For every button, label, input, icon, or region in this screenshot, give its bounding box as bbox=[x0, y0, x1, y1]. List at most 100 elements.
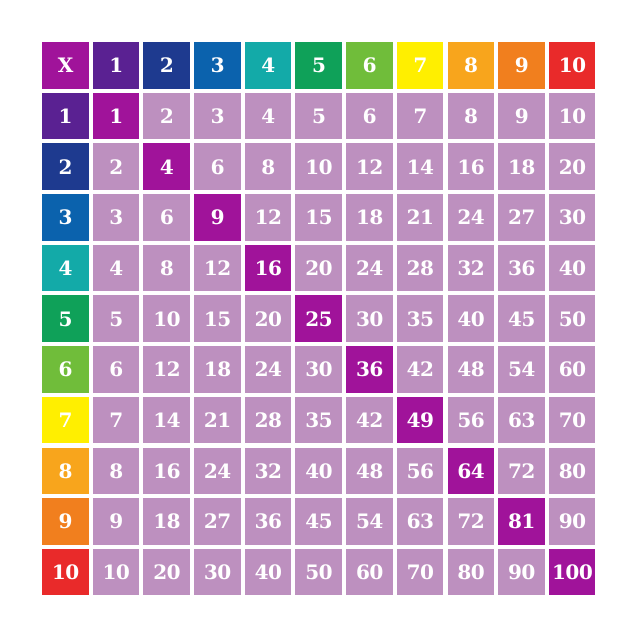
product-cell: 12 bbox=[244, 194, 292, 241]
product-cell: 10 bbox=[92, 548, 140, 596]
product-cell: 8 bbox=[447, 92, 494, 140]
product-cell: 9 bbox=[498, 92, 545, 140]
product-cell-square: 25 bbox=[295, 295, 342, 342]
product-cell: 3 bbox=[92, 194, 140, 241]
product-cell: 24 bbox=[244, 346, 292, 393]
column-header: 6 bbox=[346, 42, 393, 89]
column-header: 4 bbox=[244, 42, 292, 89]
corner-label: X bbox=[42, 42, 89, 89]
product-cell: 2 bbox=[92, 143, 140, 190]
product-cell: 8 bbox=[92, 447, 140, 494]
product-cell-square: 9 bbox=[194, 194, 241, 241]
product-cell-square: 100 bbox=[548, 548, 596, 596]
product-cell: 35 bbox=[295, 396, 342, 444]
product-cell: 35 bbox=[396, 295, 444, 342]
product-cell: 21 bbox=[396, 194, 444, 241]
product-cell: 8 bbox=[244, 143, 292, 190]
product-cell: 27 bbox=[194, 498, 241, 545]
row-header: 4 bbox=[42, 244, 89, 292]
product-cell: 16 bbox=[143, 447, 190, 494]
column-header: 8 bbox=[447, 42, 494, 89]
product-cell: 63 bbox=[498, 396, 545, 444]
product-cell: 72 bbox=[447, 498, 494, 545]
product-cell: 12 bbox=[346, 143, 393, 190]
product-cell: 20 bbox=[143, 548, 190, 596]
product-cell: 32 bbox=[447, 244, 494, 292]
product-cell: 30 bbox=[346, 295, 393, 342]
product-cell: 12 bbox=[143, 346, 190, 393]
product-cell: 30 bbox=[194, 548, 241, 596]
product-cell: 30 bbox=[548, 194, 596, 241]
product-cell: 6 bbox=[92, 346, 140, 393]
product-cell: 40 bbox=[447, 295, 494, 342]
product-cell: 56 bbox=[396, 447, 444, 494]
product-cell: 16 bbox=[447, 143, 494, 190]
row-header: 1 bbox=[42, 92, 89, 140]
product-cell: 15 bbox=[295, 194, 342, 241]
product-cell: 7 bbox=[396, 92, 444, 140]
product-cell: 54 bbox=[346, 498, 393, 545]
product-cell: 8 bbox=[143, 244, 190, 292]
product-cell: 40 bbox=[548, 244, 596, 292]
product-cell: 6 bbox=[346, 92, 393, 140]
product-cell: 54 bbox=[498, 346, 545, 393]
row-header: 8 bbox=[42, 447, 89, 494]
product-cell: 10 bbox=[143, 295, 190, 342]
row-header: 7 bbox=[42, 396, 89, 444]
product-cell: 70 bbox=[548, 396, 596, 444]
product-cell: 90 bbox=[548, 498, 596, 545]
product-cell: 80 bbox=[548, 447, 596, 494]
product-cell: 24 bbox=[346, 244, 393, 292]
product-cell-square: 64 bbox=[447, 447, 494, 494]
row-header: 6 bbox=[42, 346, 89, 393]
product-cell: 12 bbox=[194, 244, 241, 292]
product-cell: 28 bbox=[396, 244, 444, 292]
product-cell: 18 bbox=[346, 194, 393, 241]
product-cell-square: 16 bbox=[244, 244, 292, 292]
product-cell: 6 bbox=[194, 143, 241, 190]
row-header: 3 bbox=[42, 194, 89, 241]
product-cell: 5 bbox=[295, 92, 342, 140]
product-cell: 40 bbox=[295, 447, 342, 494]
product-cell: 20 bbox=[548, 143, 596, 190]
product-cell: 30 bbox=[295, 346, 342, 393]
column-header: 5 bbox=[295, 42, 342, 89]
column-header: 2 bbox=[143, 42, 190, 89]
product-cell: 20 bbox=[244, 295, 292, 342]
product-cell: 72 bbox=[498, 447, 545, 494]
column-header: 10 bbox=[548, 42, 596, 89]
product-cell: 5 bbox=[92, 295, 140, 342]
row-header: 9 bbox=[42, 498, 89, 545]
row-header: 10 bbox=[42, 548, 89, 596]
product-cell: 10 bbox=[548, 92, 596, 140]
product-cell: 40 bbox=[244, 548, 292, 596]
product-cell: 20 bbox=[295, 244, 342, 292]
product-cell: 56 bbox=[447, 396, 494, 444]
product-cell: 42 bbox=[396, 346, 444, 393]
product-cell: 32 bbox=[244, 447, 292, 494]
product-cell: 3 bbox=[194, 92, 241, 140]
product-cell: 28 bbox=[244, 396, 292, 444]
product-cell: 14 bbox=[396, 143, 444, 190]
product-cell: 50 bbox=[295, 548, 342, 596]
product-cell: 70 bbox=[396, 548, 444, 596]
product-cell: 4 bbox=[92, 244, 140, 292]
product-cell: 21 bbox=[194, 396, 241, 444]
column-header: 1 bbox=[92, 42, 140, 89]
product-cell: 80 bbox=[447, 548, 494, 596]
product-cell: 18 bbox=[194, 346, 241, 393]
product-cell: 24 bbox=[447, 194, 494, 241]
product-cell: 27 bbox=[498, 194, 545, 241]
product-cell: 60 bbox=[346, 548, 393, 596]
column-header: 9 bbox=[498, 42, 545, 89]
product-cell: 24 bbox=[194, 447, 241, 494]
product-cell: 45 bbox=[498, 295, 545, 342]
multiplication-table: X 1 2 3 4 5 6 7 8 9 10 1 1 2 3 4 5 6 7 8 9 10 2 2 4 6 8 10 12 14 16 18 2… bbox=[42, 42, 596, 596]
product-cell-square: 36 bbox=[346, 346, 393, 393]
column-header: 7 bbox=[396, 42, 444, 89]
product-cell: 2 bbox=[143, 92, 190, 140]
product-cell: 18 bbox=[143, 498, 190, 545]
product-cell: 36 bbox=[244, 498, 292, 545]
product-cell-square: 81 bbox=[498, 498, 545, 545]
product-cell: 9 bbox=[92, 498, 140, 545]
